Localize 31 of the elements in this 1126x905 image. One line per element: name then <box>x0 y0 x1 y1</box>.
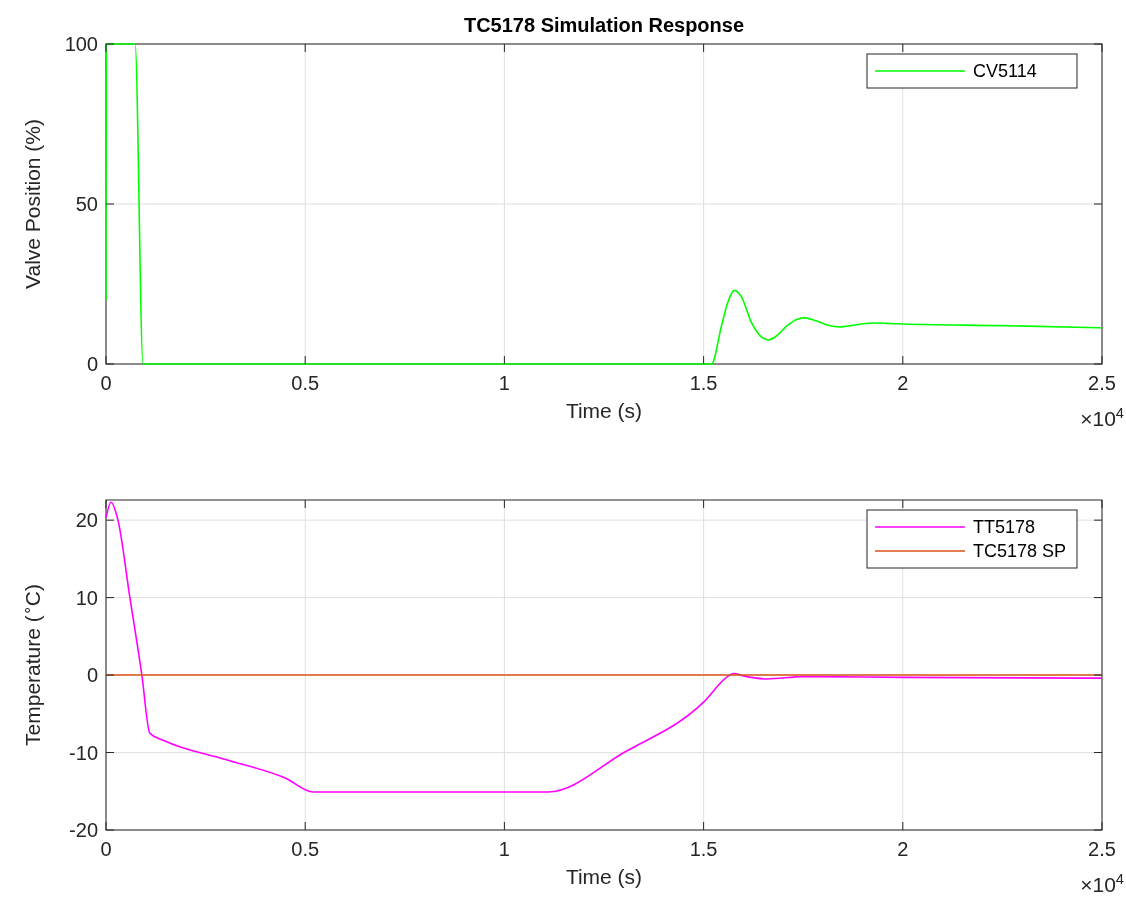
y-tick-label: 100 <box>64 33 98 55</box>
y-tick-label: 10 <box>75 586 98 609</box>
x-tick-label: 1.5 <box>689 838 718 860</box>
line-series <box>105 43 1103 365</box>
legend-label: TC5178 SP <box>973 541 1067 562</box>
text: ×10$^{4}$ <box>1080 871 1124 896</box>
x-tick-label: 1 <box>498 372 510 394</box>
x-tick-label: 2 <box>897 838 909 860</box>
y-tick-label: -10 <box>69 741 98 764</box>
y-tick-label: -20 <box>69 819 98 841</box>
x-tick-label: 0.5 <box>291 838 320 860</box>
legend-label: TT5178 <box>973 517 1036 538</box>
x-tick-label: 0 <box>100 838 112 860</box>
text: ×10$^{4}$ <box>1080 405 1124 430</box>
x-tick-label: 2.5 <box>1088 838 1116 860</box>
y-tick-label: 20 <box>75 509 98 532</box>
x-tick-label: 0 <box>100 372 112 394</box>
y-axis-title: Valve Position (%) <box>21 118 44 290</box>
line-series <box>105 501 1103 793</box>
x-tick-label: 0.5 <box>291 372 320 394</box>
x-axis-title: Time (s) <box>565 399 643 422</box>
x-tick-label: 1 <box>498 838 510 860</box>
legend-label: CV5114 <box>973 61 1037 82</box>
y-tick-label: 0 <box>86 664 98 687</box>
x-tick-label: 2 <box>897 372 909 394</box>
y-tick-label: 0 <box>86 353 98 375</box>
y-tick-label: 50 <box>75 193 98 215</box>
x-tick-label: 2.5 <box>1088 372 1116 394</box>
x-tick-label: 1.5 <box>689 372 718 394</box>
chart-title: TC5178 Simulation Response <box>463 14 745 36</box>
x-axis-title: Time (s) <box>565 865 643 888</box>
